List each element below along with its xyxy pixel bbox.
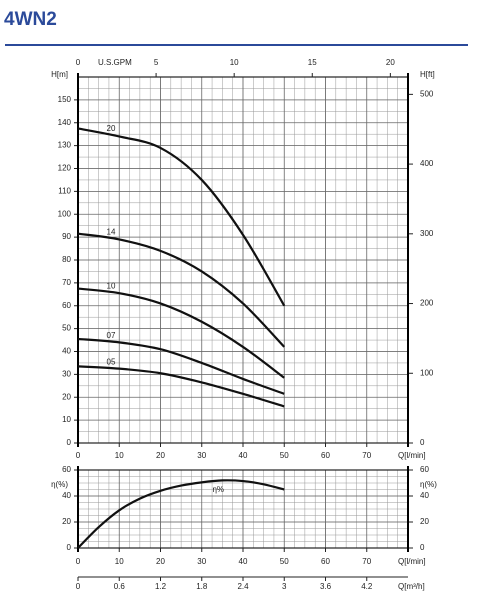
x-tick-label: 60 [321,557,330,566]
x-axis-label: Q[l/min] [398,451,426,460]
page-title: 4WN2 [4,9,57,30]
y-tick-label: 40 [62,491,71,500]
x2-tick-label: 15 [308,58,317,67]
y-tick-label: 70 [62,278,71,287]
y2-tick-label: 400 [420,159,434,168]
y-tick-label: 20 [62,392,71,401]
y-tick-label: 130 [58,141,72,150]
curve [77,127,286,307]
y-axis-label: H[m] [51,70,68,79]
y2-tick-label: 60 [420,465,429,474]
x-tick-label: 10 [115,557,124,566]
y2-axis-label: H[ft] [420,70,435,79]
x-tick-label: 40 [239,557,248,566]
x-tick-label: 40 [239,451,248,460]
y-tick-label: 60 [62,465,71,474]
curve [77,337,285,395]
curve-label: η% [212,485,224,494]
y2-axis-label: η(%) [420,480,437,489]
x2-tick-label: 2.4 [237,582,249,591]
x2-tick-label: 1.2 [155,582,167,591]
curve [77,365,285,408]
x2-tick-label: 10 [230,58,239,67]
curve-label: 10 [107,281,116,290]
x-tick-label: 30 [197,451,206,460]
x2-tick-label: 3.6 [320,582,332,591]
y-tick-label: 30 [62,369,71,378]
y2-tick-label: 300 [420,229,434,238]
y2-tick-label: 40 [420,491,429,500]
x-tick-label: 0 [76,451,81,460]
curve [77,287,285,379]
y-tick-label: 120 [58,164,72,173]
x-tick-label: 20 [156,557,165,566]
y2-tick-label: 200 [420,299,434,308]
x-tick-label: 70 [362,451,371,460]
y2-tick-label: 500 [420,89,434,98]
x-tick-label: 0 [76,557,81,566]
y2-tick-label: 100 [420,368,434,377]
x2-tick-label: 0 [76,582,81,591]
y-tick-label: 20 [62,517,71,526]
y-tick-label: 90 [62,232,71,241]
x2-axis-label: Q[m³/h] [398,582,425,591]
x2-tick-label: 3 [282,582,287,591]
curve-label: 07 [107,331,116,340]
curve [77,479,285,549]
y2-tick-label: 0 [420,543,425,552]
y-tick-label: 50 [62,324,71,333]
y-tick-label: 150 [58,95,72,104]
y-tick-label: 60 [62,301,71,310]
x-tick-label: 10 [115,451,124,460]
curve-label: 20 [107,124,116,133]
x-tick-label: 30 [197,557,206,566]
x-tick-label: 70 [362,557,371,566]
x-tick-label: 20 [156,451,165,460]
y-tick-label: 0 [67,543,72,552]
y-tick-label: 100 [58,209,72,218]
y-tick-label: 40 [62,347,71,356]
x2-tick-label: 0 [76,58,81,67]
x2-axis-label: U.S.GPM [98,58,132,67]
y2-tick-label: 20 [420,517,429,526]
y-axis-label: η(%) [51,480,68,489]
x2-tick-label: 0.6 [114,582,126,591]
x-axis-label: Q[l/min] [398,557,426,566]
x-tick-label: 50 [280,557,289,566]
x2-tick-label: 20 [386,58,395,67]
x2-tick-label: 4.2 [361,582,373,591]
x2-tick-label: 5 [154,58,159,67]
y-tick-label: 110 [58,186,71,195]
y-tick-label: 80 [62,255,71,264]
y-tick-label: 140 [58,118,72,127]
y-tick-label: 0 [67,438,72,447]
x2-tick-label: 1.8 [196,582,208,591]
curve-label: 05 [107,357,116,366]
x-tick-label: 60 [321,451,330,460]
x-tick-label: 50 [280,451,289,460]
curve [77,232,286,348]
y-tick-label: 10 [62,415,71,424]
y2-tick-label: 0 [420,438,425,447]
curve-label: 14 [107,227,116,236]
